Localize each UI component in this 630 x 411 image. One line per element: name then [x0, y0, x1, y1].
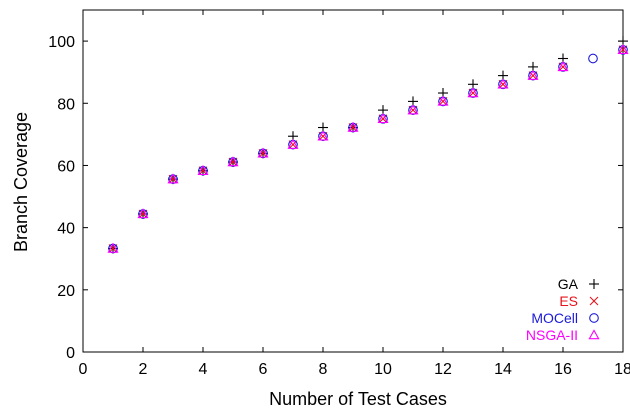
data-point [437, 95, 449, 106]
x-tick-label: 18 [614, 361, 630, 378]
data-point [228, 157, 238, 167]
plot-frame [82, 9, 624, 353]
series-es [108, 45, 628, 253]
y-tick-label: 0 [66, 345, 75, 362]
data-point [348, 123, 358, 132]
data-point [408, 105, 418, 115]
data-point [467, 87, 479, 98]
y-axis-label: Branch Coverage [11, 112, 31, 252]
data-point [317, 130, 329, 141]
x-tick-label: 12 [434, 361, 452, 378]
y-tick-label: 80 [57, 96, 75, 113]
legend-label: NSGA-II [526, 327, 578, 343]
data-point [558, 62, 568, 72]
data-point [618, 45, 628, 55]
y-tick-label: 40 [57, 221, 75, 238]
axis-ticks [82, 10, 624, 353]
data-point [617, 44, 629, 55]
x-tick-label: 0 [79, 361, 88, 378]
series-ga [108, 36, 628, 254]
data-point [167, 173, 179, 184]
data-series [107, 36, 629, 254]
data-point [498, 79, 508, 89]
x-tick-label: 10 [374, 361, 392, 378]
data-point [528, 71, 538, 80]
x-tick-label: 14 [494, 361, 512, 378]
series-nsga-ii [107, 44, 629, 253]
data-point [318, 131, 328, 141]
data-point [227, 156, 239, 167]
y-tick-label: 100 [48, 34, 75, 51]
data-point [258, 148, 268, 158]
data-point [257, 147, 269, 158]
data-point [588, 53, 598, 64]
data-point [107, 242, 119, 253]
legend-label: MOCell [531, 310, 578, 326]
x-tick-label: 4 [199, 361, 208, 378]
legend-marker [588, 329, 600, 340]
data-point [407, 104, 419, 115]
data-point [497, 78, 509, 89]
legend-marker [589, 279, 599, 289]
legend-label: ES [559, 293, 578, 309]
series-mocell [108, 44, 628, 254]
data-point [347, 121, 359, 132]
data-point [557, 61, 569, 72]
x-tick-labels: 0 2 4 6 8 10 12 14 16 18 [79, 361, 630, 378]
data-point [137, 208, 149, 219]
x-tick-label: 6 [259, 361, 268, 378]
data-point [438, 97, 448, 106]
x-axis-label: Number of Test Cases [269, 389, 447, 409]
y-tick-labels: 0 20 40 60 80 100 [48, 34, 75, 362]
data-point [168, 174, 178, 184]
x-tick-label: 8 [319, 361, 328, 378]
plot-border [82, 9, 624, 353]
data-point [108, 244, 118, 253]
legend-label: GA [558, 276, 579, 292]
data-point [138, 209, 148, 219]
legend-marker [589, 313, 599, 323]
legend-marker [589, 296, 599, 306]
data-point [288, 140, 298, 150]
data-point [527, 69, 539, 80]
y-tick-label: 20 [57, 283, 75, 300]
x-tick-label: 2 [139, 361, 148, 378]
y-tick-label: 60 [57, 158, 75, 175]
data-point [197, 165, 209, 175]
data-point [468, 88, 478, 98]
data-point [198, 166, 208, 176]
data-point [287, 138, 299, 149]
data-point [377, 113, 389, 124]
data-point [378, 114, 388, 124]
x-tick-label: 16 [554, 361, 572, 378]
